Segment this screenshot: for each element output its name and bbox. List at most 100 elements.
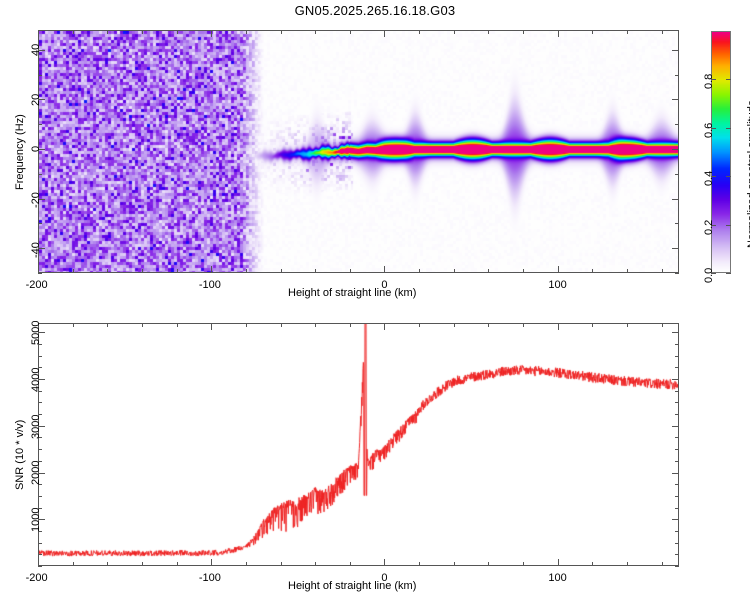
axis-tick xyxy=(246,269,248,273)
axis-tick-label: 0 xyxy=(30,146,42,153)
axis-tick xyxy=(675,124,679,126)
axis-tick xyxy=(675,223,679,225)
axis-tick xyxy=(315,269,317,273)
snr-xaxis-label: Height of straight line (km) xyxy=(288,580,417,592)
axis-tick xyxy=(558,559,560,566)
axis-tick xyxy=(73,30,75,34)
axis-tick xyxy=(38,223,42,225)
spectrogram-image xyxy=(39,31,678,272)
axis-tick xyxy=(38,543,42,545)
axis-tick xyxy=(281,562,283,566)
axis-tick xyxy=(73,323,75,327)
axis-tick xyxy=(38,496,42,498)
axis-tick-label: 100 xyxy=(548,279,567,291)
axis-tick xyxy=(488,323,490,327)
axis-tick xyxy=(675,437,679,439)
snr-panel xyxy=(38,323,679,566)
axis-tick xyxy=(523,323,525,327)
axis-tick xyxy=(177,269,179,273)
axis-tick xyxy=(38,248,45,250)
axis-tick-label: -40 xyxy=(30,241,42,258)
axis-tick xyxy=(350,30,352,34)
axis-tick xyxy=(38,414,42,416)
axis-tick xyxy=(454,562,456,566)
axis-tick xyxy=(454,269,456,273)
axis-tick xyxy=(211,30,213,37)
axis-tick xyxy=(711,176,716,178)
axis-tick xyxy=(419,269,421,273)
axis-tick xyxy=(38,174,42,176)
axis-tick xyxy=(38,30,40,37)
axis-tick xyxy=(38,554,42,556)
axis-tick-label: 40 xyxy=(30,43,42,57)
axis-tick xyxy=(592,269,594,273)
axis-tick xyxy=(675,344,679,346)
axis-tick xyxy=(107,30,109,34)
axis-tick xyxy=(38,519,45,521)
axis-tick xyxy=(675,543,679,545)
axis-tick xyxy=(592,323,594,327)
axis-tick xyxy=(38,402,42,404)
axis-tick xyxy=(281,269,283,273)
axis-tick xyxy=(281,30,283,34)
axis-tick xyxy=(726,225,731,227)
axis-tick xyxy=(350,269,352,273)
axis-tick xyxy=(672,248,679,250)
axis-tick xyxy=(38,449,42,451)
axis-tick xyxy=(558,323,560,330)
axis-tick xyxy=(384,30,386,37)
axis-tick xyxy=(419,323,421,327)
axis-tick-label: 0.2 xyxy=(703,219,715,235)
axis-tick xyxy=(177,562,179,566)
axis-tick xyxy=(38,426,45,428)
axis-tick xyxy=(38,199,45,201)
axis-tick xyxy=(246,30,248,34)
axis-tick xyxy=(38,344,42,346)
axis-tick-label: 4000 xyxy=(30,367,42,392)
axis-tick xyxy=(558,266,560,273)
axis-tick-label: 20 xyxy=(30,93,42,106)
axis-tick-label: 1000 xyxy=(30,507,42,533)
axis-tick xyxy=(675,508,679,510)
axis-tick xyxy=(38,266,40,273)
axis-tick-label: -100 xyxy=(198,279,221,291)
spectrogram-xaxis-label: Height of straight line (km) xyxy=(288,287,417,299)
axis-tick xyxy=(662,562,664,566)
axis-tick xyxy=(672,332,679,334)
axis-tick xyxy=(675,356,679,358)
axis-tick-label: 5000 xyxy=(30,320,42,346)
axis-tick xyxy=(246,562,248,566)
axis-tick xyxy=(38,437,42,439)
axis-tick xyxy=(73,562,75,566)
axis-tick xyxy=(142,30,144,34)
axis-tick xyxy=(523,562,525,566)
axis-tick xyxy=(142,269,144,273)
axis-tick xyxy=(384,559,386,566)
axis-tick xyxy=(177,323,179,327)
axis-tick xyxy=(211,323,213,330)
axis-tick xyxy=(38,50,45,52)
colorbar xyxy=(711,31,731,273)
axis-tick xyxy=(675,449,679,451)
axis-tick xyxy=(107,269,109,273)
axis-tick xyxy=(38,379,45,381)
axis-tick xyxy=(419,30,421,34)
colorbar-label: Normalized spectral amplitude xyxy=(746,100,750,248)
axis-tick xyxy=(675,554,679,556)
axis-tick xyxy=(38,75,42,77)
axis-tick xyxy=(675,273,679,275)
axis-tick-label: 0.4 xyxy=(703,170,715,186)
axis-tick xyxy=(454,30,456,34)
axis-tick xyxy=(177,30,179,34)
colorbar-gradient xyxy=(712,32,730,272)
axis-tick xyxy=(38,124,42,126)
axis-tick xyxy=(350,323,352,327)
axis-tick xyxy=(454,323,456,327)
axis-tick xyxy=(38,356,42,358)
axis-tick xyxy=(419,562,421,566)
axis-tick xyxy=(315,323,317,327)
axis-tick xyxy=(662,323,664,327)
axis-tick xyxy=(672,149,679,151)
axis-tick xyxy=(675,496,679,498)
axis-tick xyxy=(672,426,679,428)
